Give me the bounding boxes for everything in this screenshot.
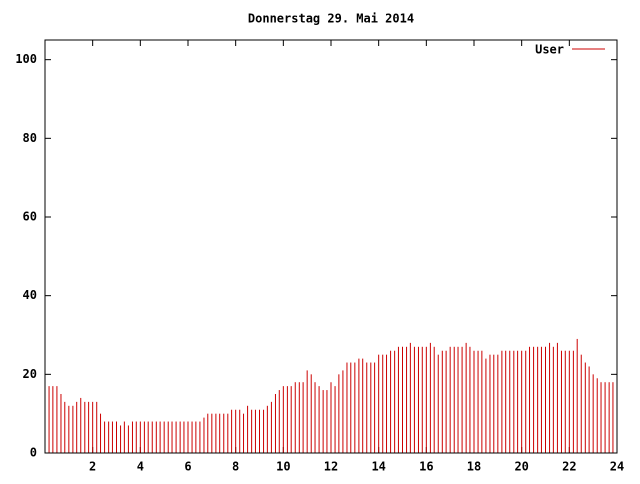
x-tick-label: 2 (89, 460, 96, 474)
x-tick-label: 10 (276, 460, 290, 474)
x-tick-label: 12 (324, 460, 338, 474)
y-tick-label: 40 (23, 288, 37, 302)
x-tick-label: 14 (371, 460, 385, 474)
y-tick-label: 60 (23, 210, 37, 224)
y-tick-label: 80 (23, 131, 37, 145)
y-tick-label: 100 (15, 52, 37, 66)
x-tick-label: 24 (610, 460, 624, 474)
x-tick-label: 22 (562, 460, 576, 474)
x-tick-label: 8 (232, 460, 239, 474)
y-tick-label: 20 (23, 367, 37, 381)
x-tick-label: 20 (514, 460, 528, 474)
legend-label: User (535, 43, 564, 57)
x-tick-label: 4 (137, 460, 144, 474)
chart-title: Donnerstag 29. Mai 2014 (248, 12, 414, 26)
x-tick-label: 18 (467, 460, 481, 474)
x-tick-label: 6 (184, 460, 191, 474)
x-tick-label: 16 (419, 460, 433, 474)
y-tick-label: 0 (30, 446, 37, 460)
plot-border (44, 39, 618, 454)
